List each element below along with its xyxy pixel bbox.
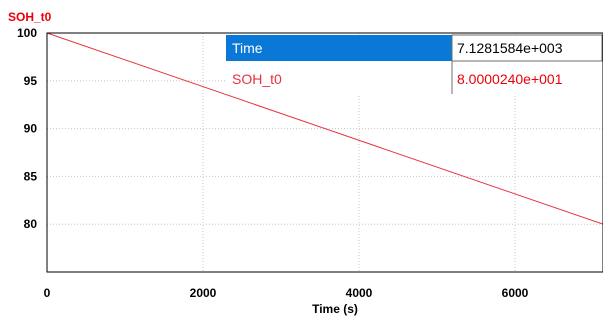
x-axis-title: Time (s)	[312, 302, 358, 316]
cursor-label-time: Time	[232, 40, 263, 56]
cursor-label-soh: SOH_t0	[232, 71, 282, 87]
y-tick-label: 80	[24, 217, 38, 231]
y-tick-label: 90	[24, 122, 38, 136]
series-layer	[46, 32, 603, 225]
plot-frame	[46, 32, 603, 273]
cursor-value-soh: 8.0000240e+001	[457, 71, 563, 87]
cursor-value-cell-time	[451, 34, 603, 62]
series-line-soh-t0	[46, 32, 603, 225]
x-tick-label: 4000	[346, 286, 373, 300]
x-tick-label: 6000	[502, 286, 529, 300]
cursor-row-highlight	[226, 35, 452, 61]
cursor-value-time: 7.1281584e+003	[457, 40, 563, 56]
y-axis-ticks: 100 95 90 85 80	[17, 26, 37, 231]
cursor-readout-panel: Time 7.1281584e+003 SOH_t0 8.0000240e+00…	[225, 34, 603, 94]
y-tick-label: 100	[17, 26, 37, 40]
x-axis-ticks: 0 2000 4000 6000	[44, 286, 529, 300]
y-tick-label: 85	[24, 169, 38, 183]
x-tick-label: 0	[44, 286, 51, 300]
y-tick-label: 95	[24, 74, 38, 88]
x-tick-label: 2000	[190, 286, 217, 300]
chart-title: SOH_t0	[8, 10, 52, 24]
